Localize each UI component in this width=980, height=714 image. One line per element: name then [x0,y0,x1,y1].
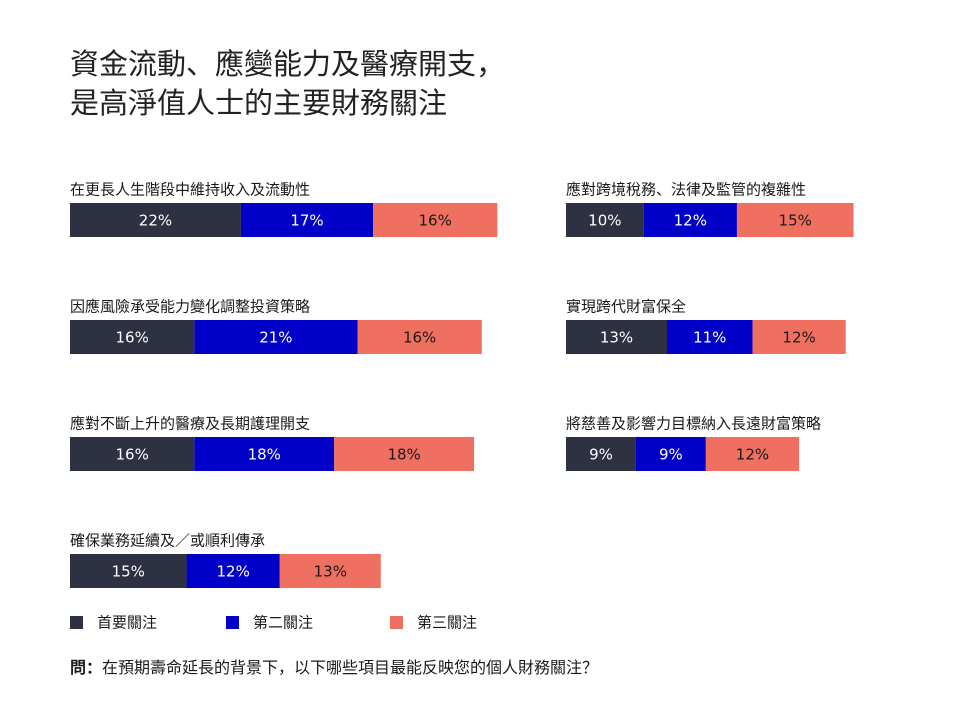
legend-swatch [70,616,83,629]
category-label: 將慈善及影響力目標納入長遠財富策略 [566,415,821,433]
value-label: 9% [659,446,683,464]
bar-segment [194,437,335,471]
bar-segment [240,203,374,237]
legend-label: 首要關注 [97,614,157,632]
value-label: 18% [387,446,420,464]
value-label: 13% [600,329,633,347]
bar-segment [357,320,482,354]
value-label: 13% [314,563,347,581]
value-label: 12% [736,446,769,464]
bar-segment [70,437,195,471]
bar-segment [566,437,636,471]
value-label: 10% [588,212,621,230]
value-label: 16% [115,329,148,347]
bar-segment [566,320,668,354]
value-label: 21% [259,329,292,347]
chart-title: 是高淨值人士的主要財務關注 [70,86,447,120]
bar-segment [194,320,358,354]
value-label: 15% [112,563,145,581]
legend-swatch [226,616,239,629]
value-label: 12% [674,212,707,230]
value-label: 16% [419,212,452,230]
bar-segment [373,203,498,237]
legend-label: 第三關注 [417,614,477,632]
bar-segment [70,320,195,354]
bar-segment [752,320,846,354]
bar-segment [566,203,644,237]
question: 問：在預期壽命延長的背景下，以下哪些項目最能反映您的個人財務關注？ [70,658,598,677]
bar-segment [736,203,854,237]
category-label: 實現跨代財富保全 [566,298,686,316]
value-label: 16% [115,446,148,464]
category-label: 在更長人生階段中維持收入及流動性 [70,181,310,199]
value-label: 18% [248,446,281,464]
category-label: 應對跨境稅務、法律及監管的複雜性 [566,181,806,199]
category-label: 應對不斷上升的醫療及長期護理開支 [70,415,310,433]
value-label: 16% [403,329,436,347]
value-label: 12% [216,563,249,581]
bar-segment [334,437,475,471]
bar-segment [186,554,280,588]
bar-segment [705,437,800,471]
value-label: 15% [779,212,812,230]
question-label: 問： [70,658,102,677]
value-label: 17% [290,212,323,230]
chart-title: 資金流動、應變能力及醫療開支， [70,47,505,81]
bar-segment [70,554,187,588]
bar-segment [635,437,706,471]
bar-segment [667,320,753,354]
bar-segment [643,203,737,237]
value-label: 12% [782,329,815,347]
bar-segment [279,554,381,588]
category-label: 確保業務延續及／或順利傳承 [70,532,265,550]
value-label: 22% [139,212,172,230]
value-label: 11% [693,329,726,347]
question-text: 在預期壽命延長的背景下，以下哪些項目最能反映您的個人財務關注？ [102,658,598,677]
bar-segment [70,203,241,237]
value-label: 9% [589,446,613,464]
legend-swatch [390,616,403,629]
category-label: 因應風險承受能力變化調整投資策略 [70,298,310,316]
legend-label: 第二關注 [253,614,313,632]
